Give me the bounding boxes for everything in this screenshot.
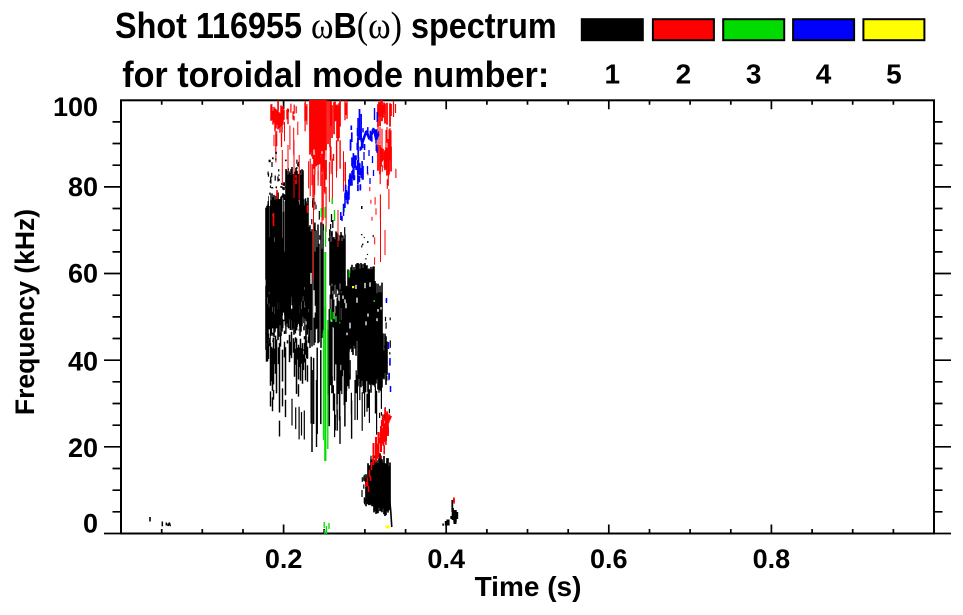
svg-text:20: 20 <box>68 433 98 463</box>
svg-text:1: 1 <box>605 59 621 90</box>
svg-text:Shot 116955 ωB(ω) spectrum: Shot 116955 ωB(ω) spectrum <box>115 5 557 47</box>
svg-text:40: 40 <box>68 347 98 377</box>
svg-text:2: 2 <box>676 59 692 90</box>
svg-text:Time (s): Time (s) <box>475 571 582 602</box>
svg-text:0.8: 0.8 <box>753 544 791 574</box>
svg-text:60: 60 <box>68 259 98 289</box>
svg-text:100: 100 <box>53 92 98 122</box>
svg-text:Frequency (kHz): Frequency (kHz) <box>10 209 40 415</box>
svg-text:3: 3 <box>746 59 762 90</box>
svg-text:0.6: 0.6 <box>590 544 628 574</box>
svg-text:5: 5 <box>886 59 902 90</box>
svg-text:80: 80 <box>68 172 98 202</box>
svg-text:for toroidal mode number:: for toroidal mode number: <box>122 54 549 95</box>
svg-text:0.2: 0.2 <box>265 544 303 574</box>
svg-text:4: 4 <box>816 59 832 90</box>
svg-text:0.4: 0.4 <box>427 544 465 574</box>
svg-text:0: 0 <box>83 508 98 538</box>
